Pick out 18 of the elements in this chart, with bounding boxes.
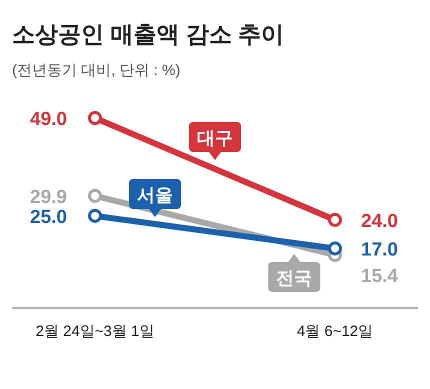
data-label: 25.0 bbox=[30, 206, 67, 228]
point bbox=[328, 241, 342, 256]
data-label: 15.4 bbox=[361, 266, 398, 287]
point bbox=[328, 212, 342, 227]
data-label: 29.9 bbox=[30, 186, 67, 208]
point bbox=[88, 208, 102, 223]
legend-label: 전국 bbox=[276, 268, 312, 288]
x-tick-label: 2월 24일~3월 1일 bbox=[36, 323, 154, 340]
data-label: 49.0 bbox=[30, 109, 67, 130]
point bbox=[88, 111, 102, 125]
point bbox=[88, 188, 102, 203]
chart-title: 소상공인 매출액 감소 추이 bbox=[12, 21, 284, 47]
series-label: 대구 bbox=[197, 128, 233, 148]
data-label: 24.0 bbox=[361, 210, 398, 232]
chart-subtitle: (전년동기 대비, 단위 : %) bbox=[12, 62, 180, 79]
series-label: 서울 bbox=[137, 185, 173, 206]
x-tick-label: 4월 6~12일 bbox=[296, 323, 374, 340]
data-label: 17.0 bbox=[361, 239, 398, 260]
